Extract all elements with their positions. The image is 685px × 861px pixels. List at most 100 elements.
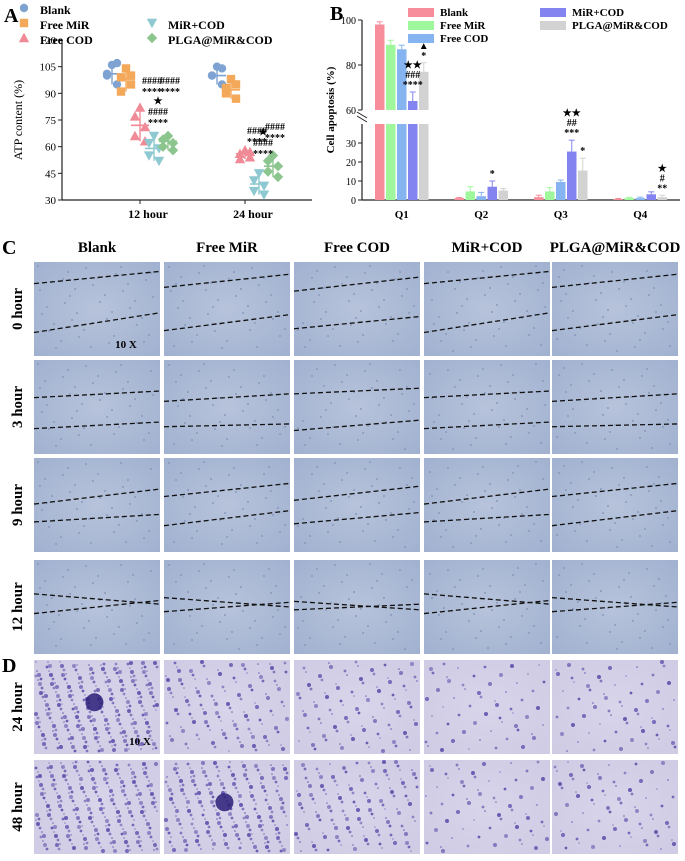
stained-cell <box>328 708 332 712</box>
cell-speck <box>360 408 362 410</box>
cell-speck <box>325 409 327 411</box>
stained-cell <box>495 703 499 707</box>
cell-speck <box>339 443 341 445</box>
cell-speck <box>85 365 87 367</box>
cell-speck <box>630 396 632 398</box>
stained-cell <box>392 740 396 744</box>
stained-cell <box>651 673 655 677</box>
stained-cell <box>228 750 230 752</box>
cell-speck <box>311 473 313 475</box>
stained-cell <box>444 772 448 776</box>
cell-speck <box>491 609 493 611</box>
stained-cell <box>545 837 549 841</box>
cell-speck <box>113 531 115 533</box>
cell-speck <box>565 489 567 491</box>
cell-speck <box>404 648 406 650</box>
stained-cell <box>666 724 670 728</box>
cell-speck <box>558 374 560 376</box>
stained-cell <box>108 688 112 692</box>
stained-cell <box>125 697 127 699</box>
stained-cell <box>164 818 168 822</box>
stained-cell <box>610 714 612 716</box>
cell-speck <box>512 472 514 474</box>
cell-speck <box>452 350 454 352</box>
cell-speck <box>187 591 189 593</box>
stained-cell <box>87 715 91 719</box>
cell-speck <box>512 276 514 278</box>
cell-speck <box>431 299 433 301</box>
cell-speck <box>371 387 373 389</box>
cell-speck <box>641 375 643 377</box>
data-point <box>244 152 256 162</box>
cell-speck <box>323 483 325 485</box>
stained-cell <box>176 818 180 822</box>
stained-cell <box>197 791 201 795</box>
cell-speck <box>397 631 399 633</box>
cell-speck <box>533 327 535 329</box>
stained-cell <box>334 826 338 830</box>
data-point <box>143 151 155 161</box>
cell-speck <box>475 637 477 639</box>
stained-cell <box>456 810 460 814</box>
cell-speck <box>459 477 461 479</box>
stained-cell <box>60 716 64 720</box>
stained-cell <box>307 781 309 783</box>
cell-speck <box>41 509 43 511</box>
cell-speck <box>60 340 62 342</box>
stained-cell <box>359 775 361 777</box>
stained-cell <box>268 806 272 810</box>
cell-speck <box>182 300 184 302</box>
cell-speck <box>76 312 78 314</box>
stained-cell <box>208 834 212 838</box>
cell-speck <box>653 287 655 289</box>
stained-cell <box>166 776 168 778</box>
stained-cell <box>510 664 514 668</box>
stained-cell <box>261 785 265 789</box>
cell-speck <box>203 265 205 267</box>
cell-speck <box>563 567 565 569</box>
cell-speck <box>526 310 528 312</box>
stained-cell <box>55 737 59 741</box>
stained-cell <box>315 811 317 813</box>
cell-speck <box>122 290 124 292</box>
cell-speck <box>270 490 272 492</box>
stained-cell <box>303 811 305 813</box>
stained-cell <box>238 800 240 802</box>
cell-speck <box>254 322 256 324</box>
cell-speck <box>170 290 172 292</box>
cell-speck <box>134 300 136 302</box>
significance-mark: #### <box>247 126 267 137</box>
cell-speck <box>226 438 228 440</box>
cell-speck <box>383 597 385 599</box>
stained-cell <box>185 797 187 799</box>
stained-cell <box>645 699 649 703</box>
stained-cell <box>488 826 492 830</box>
stained-cell <box>629 691 633 695</box>
cell-speck <box>85 565 87 567</box>
cell-speck <box>217 299 219 301</box>
stained-cell <box>238 846 242 850</box>
stained-cell <box>264 798 268 802</box>
stained-cell <box>35 775 39 779</box>
stained-cell <box>63 769 67 773</box>
stained-cell <box>259 819 263 823</box>
scratch-edge-line <box>33 599 161 615</box>
stained-cell <box>510 808 514 812</box>
stained-cell <box>218 672 222 676</box>
stained-cell <box>250 794 254 798</box>
stained-cell <box>210 800 214 804</box>
stained-cell <box>182 792 186 796</box>
cell-speck <box>367 625 369 627</box>
cell-speck <box>558 574 560 576</box>
stained-cell <box>225 791 227 793</box>
cell-speck <box>55 347 57 349</box>
cell-speck <box>572 310 574 312</box>
stained-cell <box>499 673 503 677</box>
stained-cell <box>411 769 413 771</box>
stained-cell <box>495 801 497 803</box>
cell-speck <box>99 301 101 303</box>
bar-lower <box>419 124 429 200</box>
stained-cell <box>85 795 87 797</box>
cell-speck <box>607 407 609 409</box>
